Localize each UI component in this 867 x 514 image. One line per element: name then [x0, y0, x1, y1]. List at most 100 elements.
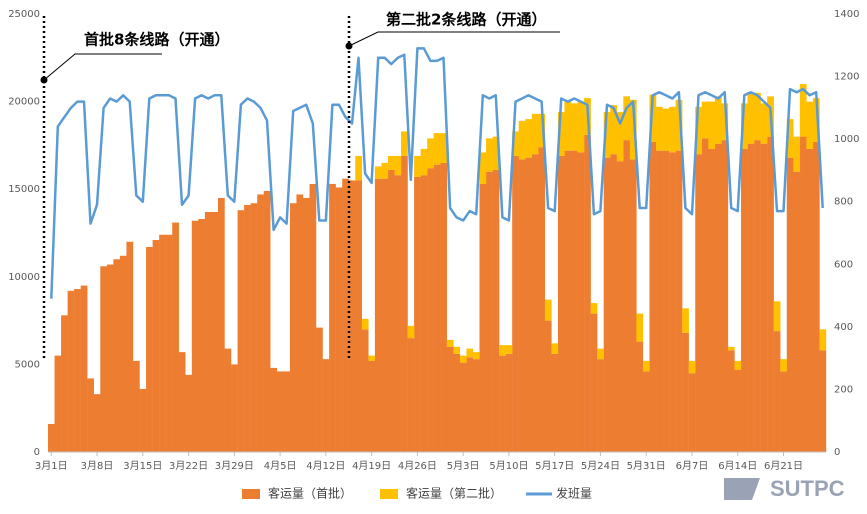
bar: [80, 285, 88, 452]
bar: [695, 154, 702, 452]
bar: [649, 94, 657, 142]
bar: [727, 350, 735, 452]
x-tick-label: 5月10日: [489, 460, 528, 472]
bar: [204, 211, 212, 452]
bar: [603, 157, 611, 452]
bar: [459, 362, 467, 452]
bar: [649, 141, 657, 452]
bar: [564, 150, 572, 452]
bar: [394, 175, 402, 452]
bar: [433, 164, 441, 452]
bar: [760, 103, 768, 144]
bar: [806, 101, 814, 149]
bar: [793, 136, 801, 172]
bar: [688, 373, 696, 452]
bar: [544, 299, 552, 321]
bar: [407, 338, 415, 452]
legend-label: 发班量: [556, 486, 592, 501]
bar: [721, 103, 729, 141]
bar: [518, 120, 526, 160]
bar: [708, 101, 716, 149]
bar: [61, 315, 68, 452]
legend-label: 客运量（第二批）: [406, 486, 502, 501]
bar: [237, 210, 245, 452]
bar: [610, 105, 617, 155]
bar: [427, 138, 434, 169]
bar: [322, 359, 330, 452]
bar: [505, 353, 513, 452]
bar: [571, 150, 578, 452]
bar: [538, 147, 546, 453]
bar: [688, 360, 696, 374]
bar: [642, 371, 650, 452]
bar: [734, 360, 742, 370]
bar: [250, 203, 258, 452]
bar: [198, 218, 206, 452]
bar: [119, 255, 127, 452]
bar: [381, 178, 389, 453]
bar: [669, 106, 676, 153]
bar: [499, 345, 506, 356]
bar: [368, 355, 376, 361]
y-tick-label: 25000: [8, 9, 40, 20]
y2-tick-label: 0: [834, 447, 840, 458]
bar: [741, 103, 748, 149]
bar: [414, 176, 421, 452]
bar: [597, 359, 604, 452]
bar: [557, 112, 565, 156]
bar: [420, 148, 428, 176]
bar: [217, 197, 225, 452]
bar: [773, 331, 781, 452]
bar: [126, 241, 134, 452]
annotation-dot: [345, 42, 353, 50]
bar: [263, 190, 271, 452]
bar: [557, 155, 565, 453]
bar: [538, 113, 546, 148]
bar: [466, 357, 474, 452]
x-tick-label: 5月24日: [581, 460, 620, 472]
bar: [342, 178, 349, 453]
x-tick-label: 4月26日: [398, 460, 437, 472]
bar: [741, 148, 748, 453]
bar: [440, 162, 448, 453]
bar: [636, 341, 644, 452]
bar: [551, 353, 559, 452]
bar: [178, 352, 186, 452]
x-tick-label: 3月29日: [215, 460, 254, 472]
bar: [139, 388, 147, 452]
bar: [244, 204, 251, 452]
bar: [799, 136, 807, 452]
bar: [106, 264, 114, 452]
bar: [571, 103, 578, 151]
bar: [283, 371, 291, 452]
bar: [525, 157, 532, 452]
bar: [721, 140, 729, 453]
bar: [348, 180, 356, 452]
bar: [623, 96, 631, 141]
bar: [799, 84, 807, 137]
bar: [486, 138, 493, 172]
bar: [486, 171, 493, 452]
x-tick-label: 6月14日: [718, 460, 757, 472]
watermark: SUTPC: [770, 476, 845, 501]
y2-tick-label: 1000: [834, 134, 859, 145]
bar: [407, 325, 415, 339]
bar: [760, 143, 768, 452]
bar: [734, 369, 742, 452]
bar: [512, 155, 519, 453]
bar: [100, 266, 108, 452]
bar: [793, 171, 801, 452]
bar: [780, 359, 787, 372]
bar: [355, 180, 363, 452]
bar: [531, 154, 539, 452]
x-tick-label: 3月1日: [35, 460, 68, 472]
bar: [682, 332, 689, 452]
annotation-dot: [40, 76, 48, 84]
bar: [472, 359, 480, 452]
bar: [662, 150, 670, 452]
bar: [669, 152, 676, 452]
bar: [231, 364, 238, 452]
bar: [67, 290, 75, 452]
bar: [335, 187, 343, 452]
